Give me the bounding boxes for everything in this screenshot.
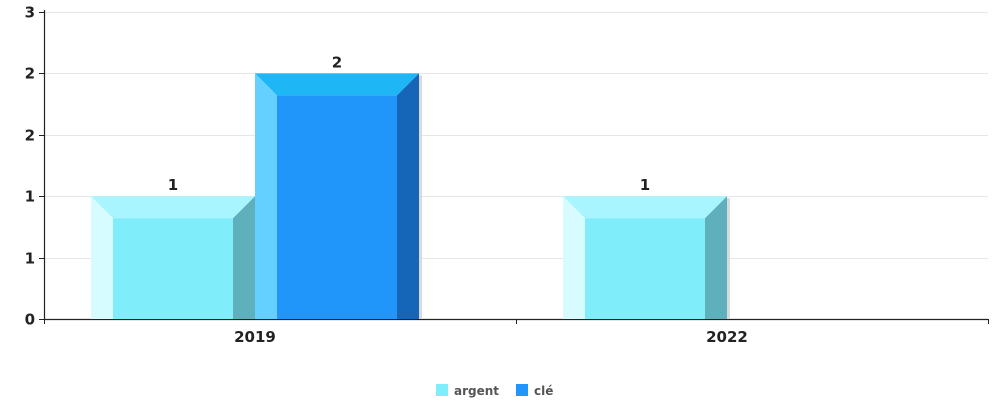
bar-bevel-right [233,196,255,319]
bar-clé-2019 [255,73,422,320]
bar-argent-2019 [91,196,258,319]
bar-bevel-right [705,196,727,319]
bar-shadow [419,75,422,320]
bar-face [113,218,233,319]
bar-bevel-top [91,196,255,219]
bar-argent-2022 [563,196,730,319]
legend-label: clé [534,384,553,398]
bar-bevel-left [563,196,585,319]
y-tick-label: 1 [25,188,35,206]
bar-bevel-left [255,73,277,320]
legend-swatch [516,384,528,396]
legend-item-argent: argent [436,384,499,398]
legend-item-clé: clé [516,384,553,398]
y-tick-label: 0 [25,311,35,329]
x-tick-label: 2022 [706,328,748,346]
y-tick-label: 2 [25,65,35,83]
bar-face [277,95,397,320]
bar-bevel-top [563,196,727,219]
bar-bevel-top [255,73,419,96]
bar-shadow [727,198,730,319]
bars [91,73,730,320]
data-label: 1 [168,176,178,194]
bar-face [585,218,705,319]
legend-label: argent [454,384,499,398]
y-tick-label: 1 [25,250,35,268]
bar-bevel-left [91,196,113,319]
legend: argent clé [436,384,553,398]
x-tick-label: 2019 [234,328,276,346]
y-tick-label: 2 [25,127,35,145]
bar-bevel-right [397,73,419,320]
data-label: 2 [332,53,342,71]
labels: 0 1 1 2 2 3 2019 1 2 2022 1 [25,4,748,347]
legend-swatch [436,384,448,396]
y-tick-label: 3 [25,4,35,22]
axes [39,10,989,324]
data-label: 1 [640,176,650,194]
